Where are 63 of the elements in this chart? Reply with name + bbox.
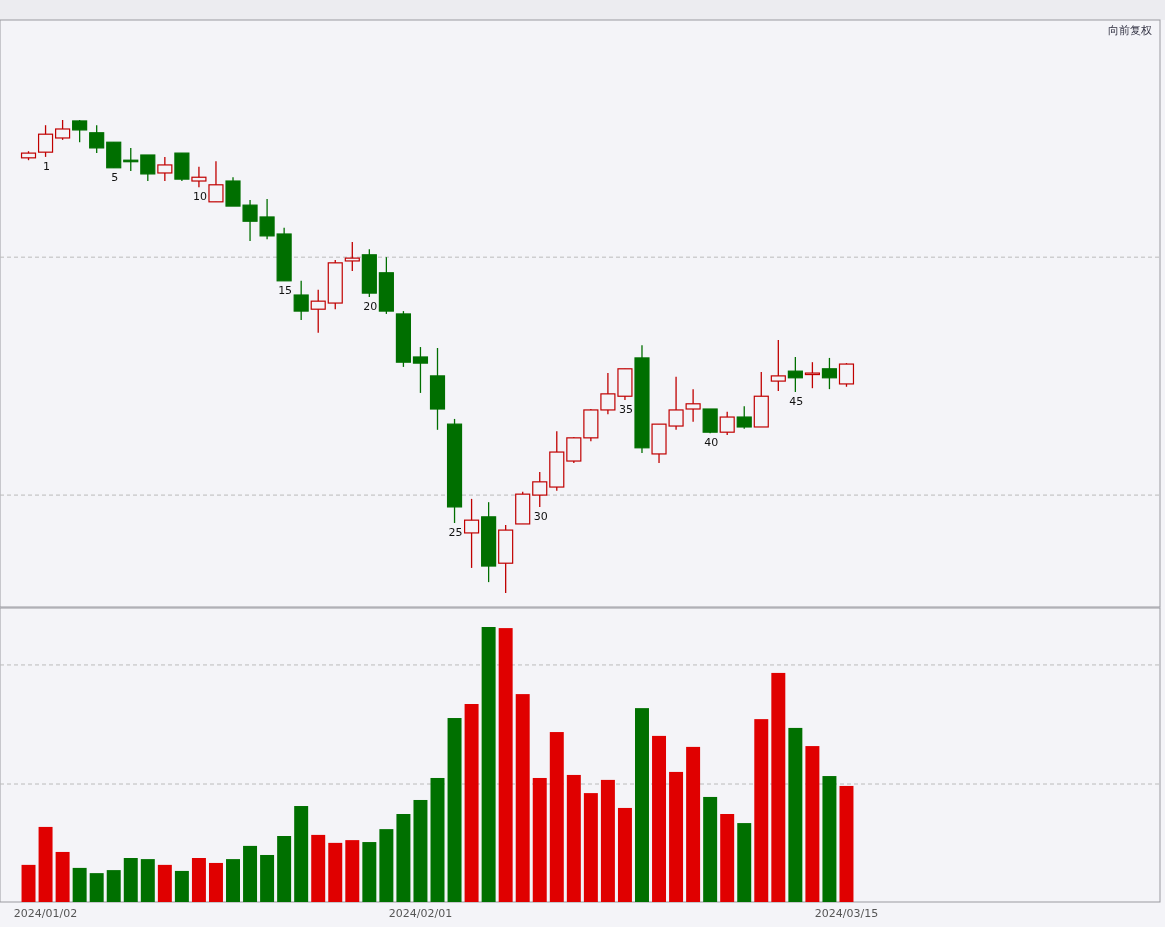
bar [226, 859, 240, 902]
bar [515, 694, 530, 902]
bar [140, 859, 155, 902]
bar [413, 799, 428, 902]
bar [788, 727, 803, 902]
bar [362, 842, 377, 902]
text: 10 [192, 190, 207, 204]
bar [277, 836, 292, 902]
bar [822, 776, 837, 902]
bar [447, 718, 462, 902]
bar [583, 793, 598, 902]
bar [669, 771, 684, 902]
text: 5 [111, 170, 119, 184]
bar [464, 704, 479, 902]
text: 40 [704, 436, 719, 450]
bar [600, 779, 615, 902]
text: 15 [278, 283, 293, 297]
text: 30 [533, 509, 548, 523]
x-tick-label: 2024/02/01 [388, 907, 453, 920]
x-tick-label: 2024/01/02 [13, 907, 78, 920]
text: 向前复权 [1108, 24, 1152, 37]
bar [652, 735, 667, 902]
bar [106, 870, 121, 902]
text: 20 [363, 299, 378, 313]
bar [55, 851, 70, 902]
bar [328, 842, 343, 902]
bar [498, 628, 513, 902]
bar [379, 829, 394, 902]
bar [72, 867, 87, 902]
text: 45 [789, 394, 804, 408]
bar [635, 708, 649, 902]
bar [481, 627, 496, 902]
bar [771, 672, 786, 902]
bar [805, 746, 820, 902]
bar [703, 796, 718, 902]
bar [208, 862, 223, 902]
bar [191, 858, 206, 902]
x-tick-label: 2024/03/15 [814, 907, 879, 920]
bar [617, 807, 632, 902]
bar [396, 814, 411, 902]
bar [737, 823, 752, 902]
bar [260, 854, 275, 902]
bar [311, 834, 326, 902]
bar [345, 840, 360, 902]
bar [89, 873, 104, 902]
bar [157, 864, 172, 902]
bar [532, 777, 547, 902]
bar [38, 826, 53, 902]
bar [839, 785, 854, 902]
bar [720, 814, 735, 902]
bar [21, 864, 36, 902]
bar [566, 774, 581, 902]
text: 35 [618, 403, 633, 417]
bar [549, 732, 564, 902]
bar [294, 806, 309, 902]
text: 25 [448, 526, 463, 539]
bar [174, 870, 189, 902]
bar [430, 777, 445, 902]
bar [123, 858, 138, 902]
bar [754, 719, 769, 902]
bar [686, 746, 701, 902]
text: 1 [43, 159, 51, 173]
bar [243, 845, 258, 902]
